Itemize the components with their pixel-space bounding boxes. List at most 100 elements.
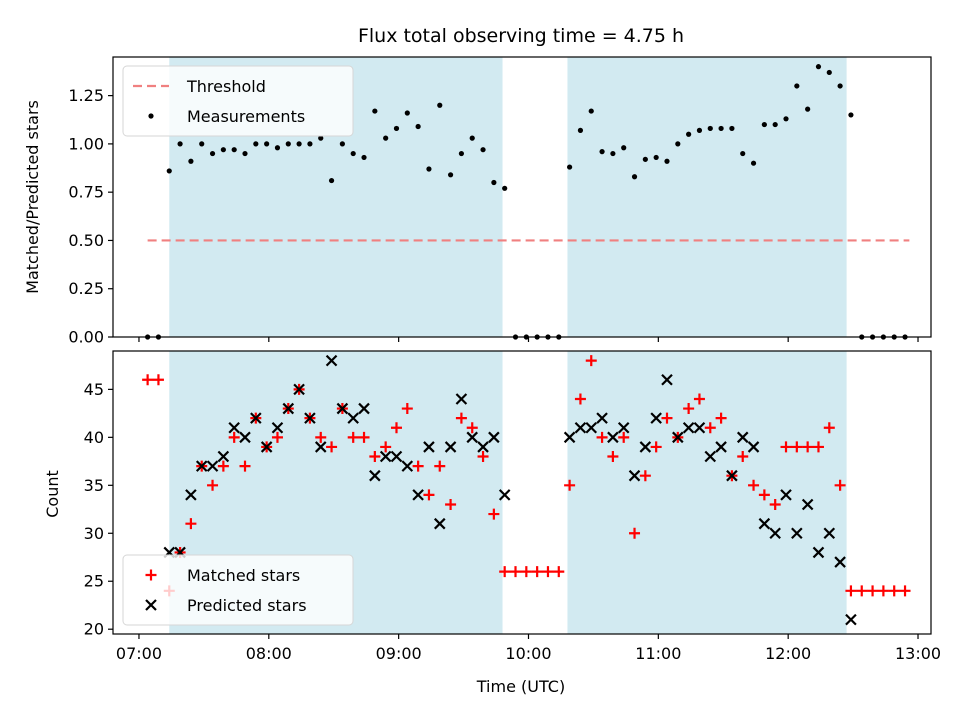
predicted-star-point [758, 517, 771, 530]
matched-star-point [596, 431, 608, 443]
matched-star-point [769, 498, 781, 510]
x-tick-label: 11:00 [635, 644, 681, 663]
measurement-point [729, 125, 735, 132]
matched-star-point [358, 431, 370, 443]
predicted-star-point [466, 431, 479, 444]
matched-star-point [315, 431, 327, 443]
y-tick-label: 45 [84, 380, 104, 399]
predicted-star-point [791, 527, 803, 540]
matched-star-point [239, 460, 251, 472]
measurement-point [231, 147, 237, 153]
measurement-point [805, 106, 811, 112]
matched-star-point [661, 412, 673, 424]
matched-star-point [780, 441, 792, 453]
measurement-point [383, 135, 389, 141]
matched-star-point [639, 470, 651, 482]
matched-star-point [791, 441, 803, 453]
predicted-star-point [423, 441, 435, 453]
predicted-star-point [736, 431, 749, 444]
matched-star-point [704, 422, 716, 434]
measurement-point [209, 150, 216, 157]
matched-star-point [217, 460, 229, 472]
predicted-star-point [617, 421, 630, 434]
measurement-point [502, 185, 508, 191]
measurement-point [372, 108, 378, 114]
matched-star-point [455, 412, 467, 424]
matched-star-point [520, 566, 532, 578]
measurement-point [274, 145, 281, 151]
matched-star-point [326, 441, 338, 453]
legend-matched-swatch [145, 569, 157, 581]
matched-star-point [271, 431, 283, 443]
measurement-point [296, 141, 302, 147]
matched-star-point [856, 585, 868, 597]
matched-star-point [877, 585, 889, 597]
matched-star-point [380, 441, 392, 453]
bottom-panel-counts: 20 25 30 35 40 45 07:00 08:00 09:00 10:00 11:00 12:… [84, 350, 941, 663]
matched-star-point [607, 451, 619, 463]
predicted-star-point [747, 441, 760, 453]
predicted-star-point [780, 489, 792, 501]
x-tick-label: 10:00 [505, 644, 551, 663]
predicted-star-point [260, 441, 273, 453]
measurement-point [826, 69, 832, 76]
predicted-star-point [206, 460, 219, 472]
predicted-star-point [185, 489, 197, 501]
predicted-star-point [304, 412, 316, 424]
measurement-point [253, 141, 259, 147]
predicted-star-point [607, 431, 619, 444]
predicted-star-point [585, 421, 598, 434]
x-tick-label: 12:00 [765, 644, 811, 663]
measurement-point [707, 125, 713, 132]
matched-star-point [531, 566, 543, 578]
matched-star-point [347, 431, 359, 443]
matched-star-point [152, 374, 164, 386]
matched-star-point [715, 412, 727, 424]
measurement-point [772, 121, 778, 128]
legend-measurement-swatch [148, 113, 154, 119]
measurement-point [458, 150, 465, 157]
measurement-point [339, 141, 345, 147]
measurement-point [664, 158, 670, 164]
matched-star-point [142, 374, 154, 386]
measurement-point [588, 108, 594, 114]
measurement-point [393, 125, 400, 132]
matched-star-point [683, 403, 695, 415]
matched-star-point [390, 422, 402, 434]
predicted-star-point [715, 441, 727, 453]
matched-star-point [737, 451, 749, 463]
y-tick-label: 25 [84, 572, 104, 591]
predicted-star-point [704, 450, 717, 463]
predicted-star-point [563, 431, 576, 444]
measurement-point [642, 156, 648, 162]
measurement-point [631, 174, 638, 180]
measurement-point [404, 110, 410, 116]
measurement-point [437, 102, 443, 108]
predicted-star-point [628, 469, 641, 482]
measurement-point [491, 179, 497, 186]
predicted-star-point [672, 431, 684, 444]
y-tick-label: 20 [84, 620, 104, 639]
axes-frame [112, 56, 932, 338]
y-axis-label-bottom: Count [43, 470, 62, 518]
legend-predicted-swatch [145, 599, 157, 611]
measurement-point [740, 150, 746, 157]
matched-star-point [812, 441, 824, 453]
matched-star-point [207, 479, 219, 491]
y-tick-label: 35 [84, 476, 104, 495]
predicted-star-point [455, 393, 468, 405]
predicted-star-point [801, 498, 814, 511]
matched-star-point [445, 498, 457, 510]
matched-star-point [228, 431, 240, 443]
measurement-point [447, 172, 454, 178]
matched-star-point [802, 441, 814, 453]
matched-star-point [867, 585, 879, 597]
axes-frame [112, 350, 932, 635]
measurement-point [188, 158, 194, 164]
matched-star-point [845, 585, 857, 597]
measurement-point [794, 83, 800, 89]
predicted-star-point [444, 441, 457, 453]
predicted-star-point [834, 556, 846, 568]
matched-star-point [618, 431, 630, 443]
